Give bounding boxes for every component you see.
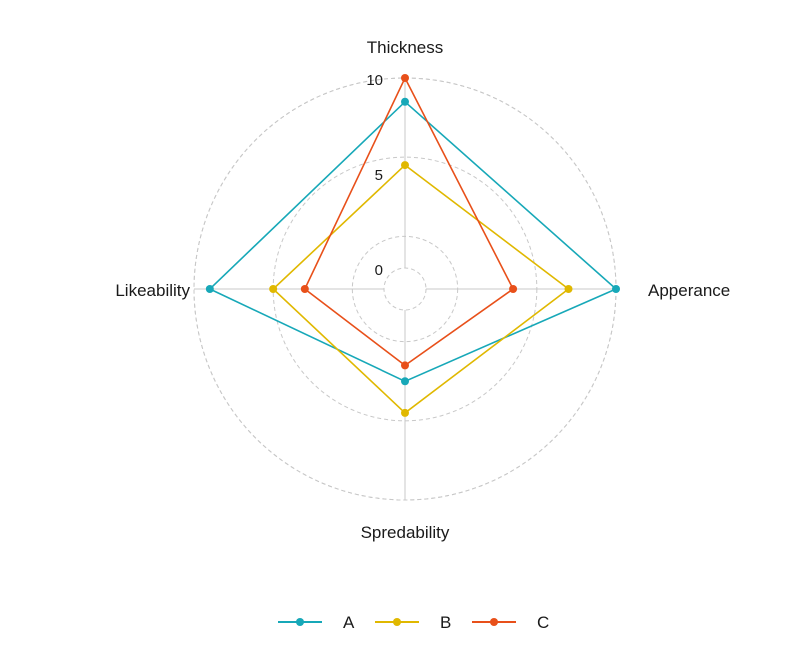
data-point-b-likeability	[269, 285, 278, 293]
grid-circle	[351, 235, 459, 343]
data-point-a-thickness	[401, 97, 409, 106]
legend-label-b: B	[440, 613, 451, 632]
data-point-c-thickness	[401, 74, 409, 82]
data-point-a-apperance	[612, 285, 620, 293]
legend-marker-a	[296, 618, 304, 626]
tick-label-5: 5	[375, 167, 383, 184]
data-point-c-likeability	[300, 285, 309, 293]
data-point-a-likeability	[205, 285, 214, 293]
radial-tick-labels: 0 5 10	[366, 72, 383, 279]
series-layer	[205, 74, 620, 417]
data-point-b-spredability	[401, 408, 409, 417]
series-line-a	[208, 100, 618, 383]
data-point-c-apperance	[509, 285, 518, 293]
tick-label-0: 0	[375, 262, 383, 279]
axis-label-spredability: Spredability	[361, 523, 450, 542]
axis-labels: Thickness Apperance Spredability Likeabi…	[115, 38, 730, 542]
legend: A B C	[278, 613, 549, 632]
data-point-a-spredability	[401, 377, 409, 386]
legend-label-a: A	[343, 613, 355, 632]
legend-item-c: C	[472, 613, 549, 632]
tick-label-10: 10	[366, 72, 383, 89]
legend-label-c: C	[537, 613, 549, 632]
radar-grid	[193, 77, 617, 501]
data-point-c-spredability	[401, 361, 409, 370]
legend-marker-b	[393, 618, 401, 626]
axis-label-likeability: Likeability	[115, 281, 190, 300]
axis-label-thickness: Thickness	[367, 38, 444, 57]
legend-item-a: A	[278, 613, 355, 632]
legend-marker-c	[490, 618, 498, 626]
axis-label-apperance: Apperance	[648, 281, 730, 300]
data-point-b-thickness	[401, 161, 409, 170]
grid-circle	[383, 267, 427, 311]
legend-item-b: B	[375, 613, 451, 632]
data-point-b-apperance	[564, 285, 573, 293]
series-line-c	[303, 76, 515, 367]
